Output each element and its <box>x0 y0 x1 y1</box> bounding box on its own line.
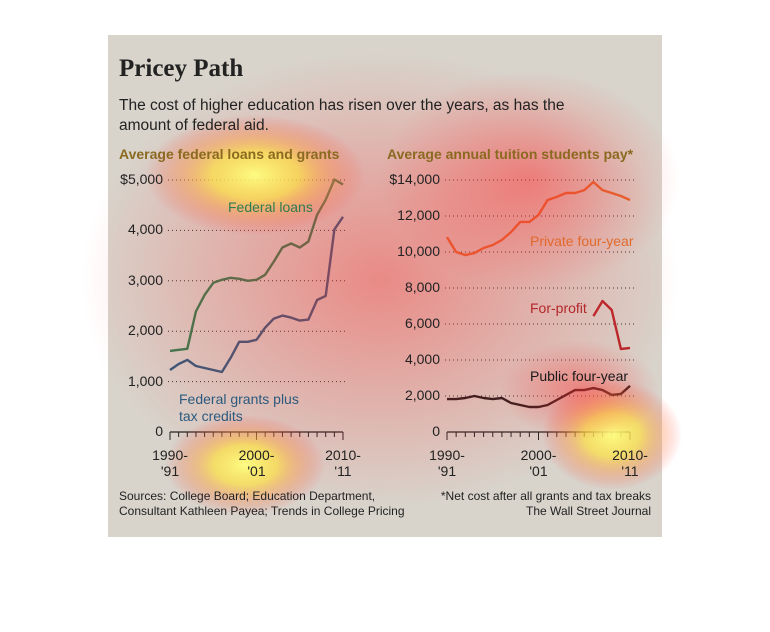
y-tick-label: 2,000 <box>127 322 163 339</box>
line-series <box>169 216 344 374</box>
y-tick-label: $5,000 <box>120 171 163 187</box>
y-tick-label: 4,000 <box>127 221 163 238</box>
note: *Net cost after all grants and tax break… <box>440 489 651 503</box>
y-tick-label: 6,000 <box>404 315 440 331</box>
series-label: Federal loans <box>228 199 313 215</box>
sources: Sources: College Board; Education Depart… <box>119 489 405 518</box>
x-tick-label: 2010-'11 <box>325 447 361 479</box>
chart-title: Average federal loans and grants <box>119 146 340 162</box>
series-label: Public four-year <box>530 368 629 384</box>
y-tick-label: $14,000 <box>389 171 440 187</box>
y-tick-label: 10,000 <box>397 243 440 259</box>
y-tick-label: 4,000 <box>404 351 440 367</box>
x-tick-label: 2000-'01 <box>520 447 557 479</box>
y-tick-label: 12,000 <box>397 207 440 223</box>
series-label: Federal grants plus tax credits <box>179 391 299 424</box>
x-tick-label: 1990-'91 <box>152 447 188 479</box>
line-series <box>447 385 631 409</box>
y-tick-label: 2,000 <box>404 387 440 403</box>
y-tick-label: 1,000 <box>127 372 163 389</box>
credit: The Wall Street Journal <box>526 504 651 518</box>
series-label: Private four-year <box>530 233 634 249</box>
title: Pricey Path <box>119 55 244 82</box>
y-tick-label: 3,000 <box>127 271 163 288</box>
subtitle: The cost of higher education has risen o… <box>119 97 565 134</box>
chart-title: Average annual tuition students pay* <box>387 146 634 162</box>
series-label: For-profit <box>530 300 587 316</box>
x-tick-label: 2010-'11 <box>612 447 648 479</box>
x-tick-label: 2000-'01 <box>238 447 275 479</box>
y-tick-label: 0 <box>155 423 163 439</box>
y-tick-label: 8,000 <box>404 279 440 295</box>
y-tick-label: 0 <box>432 423 440 439</box>
x-tick-label: 1990-'91 <box>429 447 465 479</box>
